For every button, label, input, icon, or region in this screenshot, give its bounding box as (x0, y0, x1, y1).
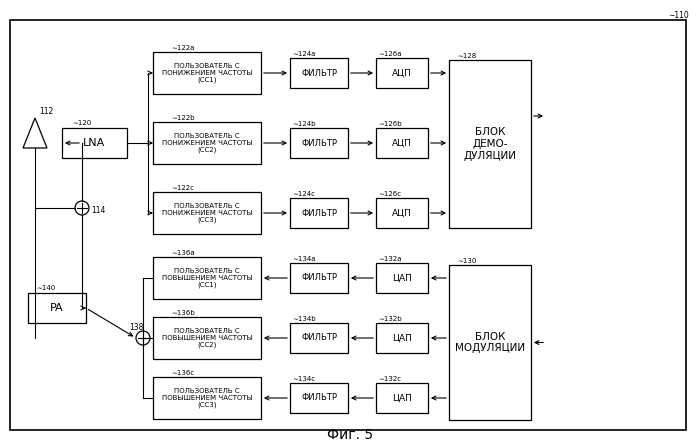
Text: ∼128: ∼128 (457, 53, 476, 59)
Bar (153, 122, 261, 164)
Text: 112: 112 (39, 107, 53, 116)
Text: ∼132a: ∼132a (378, 256, 401, 262)
Text: ПОЛЬЗОВАТЕЛЬ С
ПОНИЖЕНИЕМ ЧАСТОТЫ
(СС2): ПОЛЬЗОВАТЕЛЬ С ПОНИЖЕНИЕМ ЧАСТОТЫ (СС2) (161, 133, 252, 153)
Text: ∼110: ∼110 (668, 11, 689, 20)
Text: ∼140: ∼140 (36, 285, 55, 291)
Text: 114: 114 (91, 206, 106, 215)
Text: ФИЛЬТР: ФИЛЬТР (301, 393, 337, 402)
Text: ∼124a: ∼124a (292, 51, 315, 57)
Text: ∼122a: ∼122a (171, 45, 194, 51)
Bar (376, 58, 428, 88)
Text: ∼136a: ∼136a (171, 250, 194, 256)
Bar (290, 323, 348, 353)
Text: ФИЛЬТР: ФИЛЬТР (301, 69, 337, 78)
Text: ФИЛЬТР: ФИЛЬТР (301, 138, 337, 147)
Bar (290, 383, 348, 413)
Text: АЦП: АЦП (392, 138, 412, 147)
Bar (153, 192, 261, 234)
Text: ∼136b: ∼136b (171, 310, 195, 316)
Bar (376, 323, 428, 353)
Bar (449, 265, 531, 420)
Bar (376, 263, 428, 293)
Text: ∼124b: ∼124b (292, 121, 315, 127)
Text: ЦАП: ЦАП (392, 273, 412, 283)
Text: 138: 138 (129, 323, 143, 332)
Bar (290, 128, 348, 158)
Bar (153, 257, 261, 299)
Bar (290, 263, 348, 293)
Text: ФИЛЬТР: ФИЛЬТР (301, 273, 337, 283)
Text: ∼132b: ∼132b (378, 316, 402, 322)
Bar (290, 58, 348, 88)
Text: ФИЛЬТР: ФИЛЬТР (301, 333, 337, 343)
Text: ПОЛЬЗОВАТЕЛЬ С
ПОНИЖЕНИЕМ ЧАСТОТЫ
(СС3): ПОЛЬЗОВАТЕЛЬ С ПОНИЖЕНИЕМ ЧАСТОТЫ (СС3) (161, 203, 252, 223)
Bar (449, 60, 531, 228)
Text: БЛОК
МОДУЛЯЦИИ: БЛОК МОДУЛЯЦИИ (455, 332, 525, 353)
Bar (62, 128, 127, 158)
Text: ∼134c: ∼134c (292, 376, 315, 382)
Text: ∼122b: ∼122b (171, 115, 194, 121)
Text: LNA: LNA (83, 138, 106, 148)
Text: ПОЛЬЗОВАТЕЛЬ С
ПОВЫШЕНИЕМ ЧАСТОТЫ
(СС1): ПОЛЬЗОВАТЕЛЬ С ПОВЫШЕНИЕМ ЧАСТОТЫ (СС1) (161, 268, 252, 288)
Text: ∼126c: ∼126c (378, 191, 401, 197)
Bar (153, 317, 261, 359)
Text: АЦП: АЦП (392, 69, 412, 78)
Text: ПОЛЬЗОВАТЕЛЬ С
ПОНИЖЕНИЕМ ЧАСТОТЫ
(СС1): ПОЛЬЗОВАТЕЛЬ С ПОНИЖЕНИЕМ ЧАСТОТЫ (СС1) (161, 63, 252, 83)
Text: ∼126a: ∼126a (378, 51, 401, 57)
Text: ∼120: ∼120 (72, 120, 92, 126)
Bar (153, 377, 261, 419)
Bar (290, 198, 348, 228)
Text: БЛОК
ДЕМО-
ДУЛЯЦИИ: БЛОК ДЕМО- ДУЛЯЦИИ (463, 127, 517, 161)
Text: PA: PA (50, 303, 64, 313)
Text: ∼134a: ∼134a (292, 256, 315, 262)
Text: ∼132c: ∼132c (378, 376, 401, 382)
Text: ∼130: ∼130 (457, 258, 477, 264)
Bar (376, 198, 428, 228)
Text: ЦАП: ЦАП (392, 393, 412, 402)
Bar (376, 383, 428, 413)
Text: ПОЛЬЗОВАТЕЛЬ С
ПОВЫШЕНИЕМ ЧАСТОТЫ
(СС2): ПОЛЬЗОВАТЕЛЬ С ПОВЫШЕНИЕМ ЧАСТОТЫ (СС2) (161, 328, 252, 348)
Bar (153, 52, 261, 94)
Text: ∼124c: ∼124c (292, 191, 315, 197)
Text: Фиг. 5: Фиг. 5 (327, 428, 373, 442)
Text: ∼136c: ∼136c (171, 370, 194, 376)
Text: ∼134b: ∼134b (292, 316, 316, 322)
Text: ∼122c: ∼122c (171, 185, 194, 191)
Text: АЦП: АЦП (392, 208, 412, 217)
Text: ФИЛЬТР: ФИЛЬТР (301, 208, 337, 217)
Bar (28, 293, 86, 323)
Text: ПОЛЬЗОВАТЕЛЬ С
ПОВЫШЕНИЕМ ЧАСТОТЫ
(СС3): ПОЛЬЗОВАТЕЛЬ С ПОВЫШЕНИЕМ ЧАСТОТЫ (СС3) (161, 388, 252, 408)
Bar (376, 128, 428, 158)
Text: ∼126b: ∼126b (378, 121, 402, 127)
Text: ЦАП: ЦАП (392, 333, 412, 343)
